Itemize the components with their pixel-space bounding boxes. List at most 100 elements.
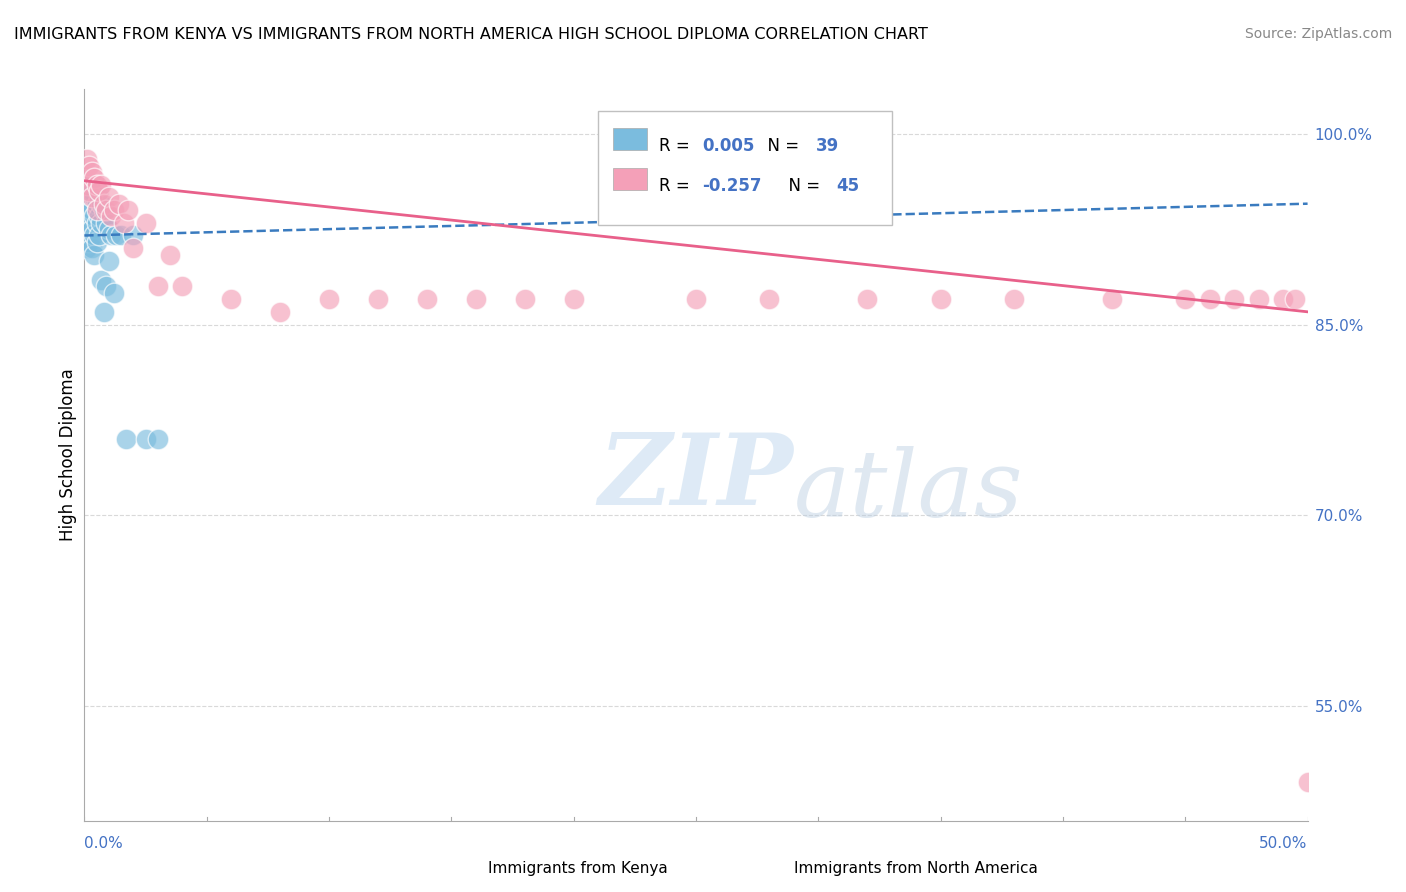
Text: Immigrants from Kenya: Immigrants from Kenya bbox=[488, 861, 668, 876]
Text: R =: R = bbox=[659, 177, 696, 195]
Point bbox=[80, 184, 103, 198]
Point bbox=[90, 273, 112, 287]
Point bbox=[90, 216, 112, 230]
Point bbox=[80, 241, 103, 255]
FancyBboxPatch shape bbox=[613, 169, 647, 190]
Point bbox=[86, 178, 108, 192]
Point bbox=[93, 305, 115, 319]
Point bbox=[1223, 292, 1246, 306]
Point bbox=[87, 184, 110, 198]
Point bbox=[856, 292, 879, 306]
FancyBboxPatch shape bbox=[758, 854, 785, 874]
Point bbox=[219, 292, 242, 306]
Point bbox=[1284, 292, 1306, 306]
Point bbox=[367, 292, 389, 306]
Text: 45: 45 bbox=[837, 177, 859, 195]
Point bbox=[90, 196, 112, 211]
Point bbox=[76, 216, 98, 230]
Text: atlas: atlas bbox=[794, 447, 1024, 536]
Text: ZIP: ZIP bbox=[598, 429, 793, 525]
Point bbox=[1296, 775, 1319, 789]
Point bbox=[76, 190, 98, 204]
Point bbox=[77, 159, 100, 173]
Point bbox=[146, 432, 169, 446]
Point bbox=[135, 432, 157, 446]
Text: N =: N = bbox=[758, 136, 804, 154]
Point bbox=[90, 178, 112, 192]
Point bbox=[86, 196, 108, 211]
Text: 39: 39 bbox=[815, 136, 839, 154]
Point bbox=[513, 292, 536, 306]
Point bbox=[86, 202, 108, 217]
Point bbox=[77, 216, 100, 230]
Text: 50.0%: 50.0% bbox=[1260, 836, 1308, 851]
FancyBboxPatch shape bbox=[613, 128, 647, 150]
Point bbox=[318, 292, 340, 306]
Text: IMMIGRANTS FROM KENYA VS IMMIGRANTS FROM NORTH AMERICA HIGH SCHOOL DIPLOMA CORRE: IMMIGRANTS FROM KENYA VS IMMIGRANTS FROM… bbox=[14, 27, 928, 42]
Point bbox=[107, 196, 129, 211]
Text: N =: N = bbox=[778, 177, 825, 195]
Point bbox=[76, 202, 98, 217]
Point bbox=[110, 228, 132, 243]
Point bbox=[97, 190, 120, 204]
FancyBboxPatch shape bbox=[598, 112, 891, 225]
Point bbox=[96, 216, 118, 230]
Point bbox=[159, 247, 181, 261]
Point bbox=[76, 178, 98, 192]
Point bbox=[87, 210, 110, 224]
Point bbox=[80, 165, 103, 179]
Point bbox=[103, 202, 125, 217]
Text: R =: R = bbox=[659, 136, 696, 154]
Point bbox=[135, 216, 157, 230]
Point bbox=[105, 228, 128, 243]
Text: 0.0%: 0.0% bbox=[84, 836, 124, 851]
Point bbox=[758, 292, 780, 306]
Point bbox=[87, 228, 110, 243]
Point bbox=[96, 279, 118, 293]
Point bbox=[464, 292, 486, 306]
Point bbox=[122, 241, 145, 255]
Point bbox=[1247, 292, 1270, 306]
Point bbox=[112, 216, 135, 230]
Point bbox=[87, 190, 110, 204]
Point bbox=[83, 228, 105, 243]
Point bbox=[1272, 292, 1295, 306]
Point bbox=[83, 190, 105, 204]
Text: Immigrants from North America: Immigrants from North America bbox=[794, 861, 1038, 876]
Point bbox=[83, 247, 105, 261]
FancyBboxPatch shape bbox=[451, 854, 478, 874]
Point bbox=[77, 178, 100, 192]
Point bbox=[93, 196, 115, 211]
Text: -0.257: -0.257 bbox=[702, 177, 762, 195]
Point bbox=[562, 292, 585, 306]
Point bbox=[103, 285, 125, 300]
Text: 0.005: 0.005 bbox=[702, 136, 755, 154]
Point bbox=[100, 228, 122, 243]
Point bbox=[93, 202, 115, 217]
Point bbox=[80, 222, 103, 236]
Point bbox=[685, 292, 707, 306]
Point bbox=[117, 202, 139, 217]
Point bbox=[97, 254, 120, 268]
Point bbox=[1002, 292, 1025, 306]
Point bbox=[76, 241, 98, 255]
Point bbox=[96, 202, 118, 217]
Point bbox=[172, 279, 194, 293]
Text: Source: ZipAtlas.com: Source: ZipAtlas.com bbox=[1244, 27, 1392, 41]
Point bbox=[83, 210, 105, 224]
Point bbox=[97, 222, 120, 236]
Point bbox=[269, 305, 291, 319]
Point bbox=[1198, 292, 1220, 306]
Point bbox=[77, 235, 100, 249]
Point bbox=[77, 196, 100, 211]
Point bbox=[1101, 292, 1123, 306]
Point bbox=[83, 171, 105, 186]
Point bbox=[76, 152, 98, 166]
Point bbox=[416, 292, 439, 306]
Point bbox=[80, 202, 103, 217]
Point bbox=[77, 184, 100, 198]
Point bbox=[115, 432, 138, 446]
Point bbox=[146, 279, 169, 293]
Point bbox=[100, 210, 122, 224]
Point bbox=[929, 292, 952, 306]
